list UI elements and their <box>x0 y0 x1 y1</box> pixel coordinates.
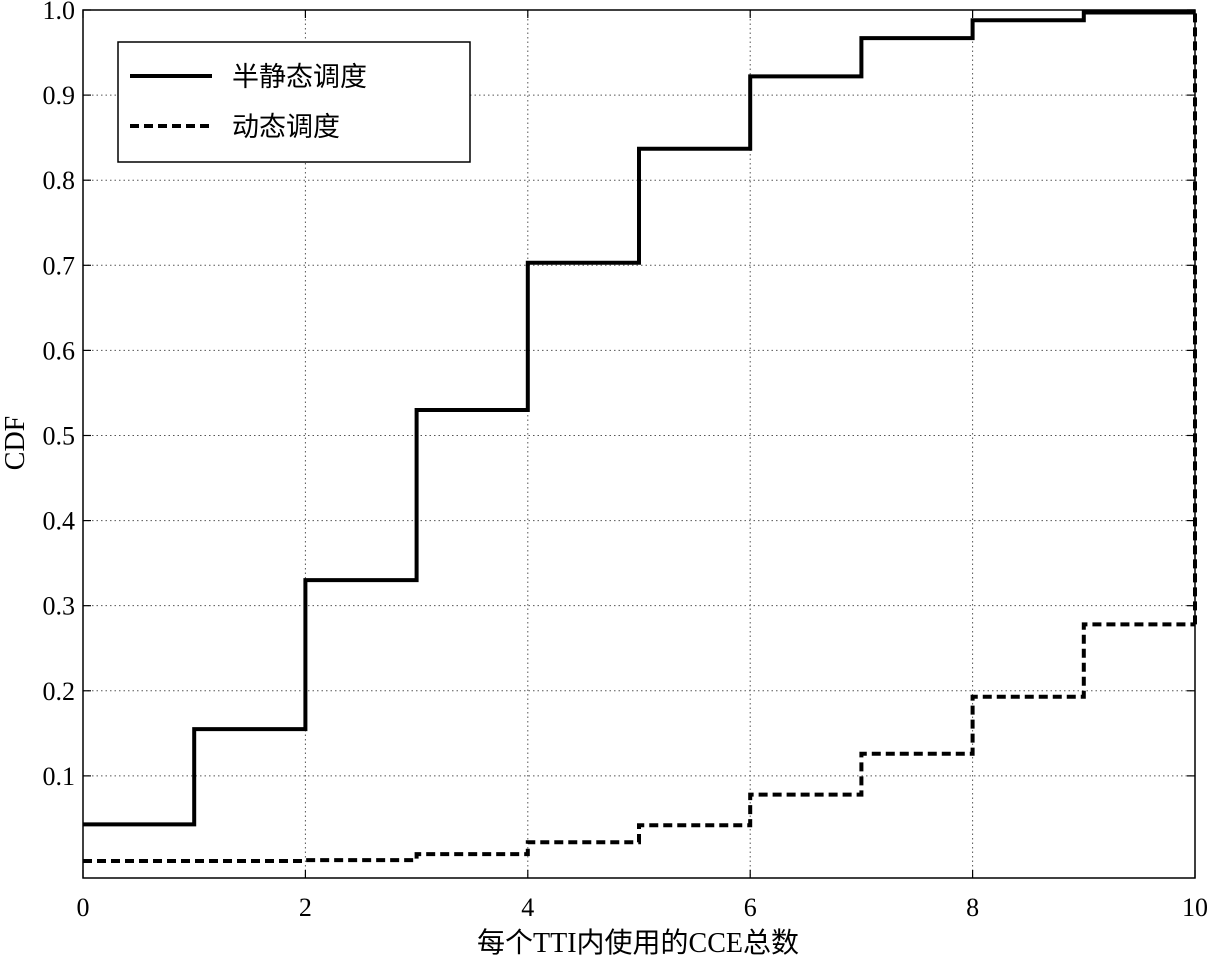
x-tick-label: 10 <box>1182 893 1208 922</box>
x-tick-label: 2 <box>299 893 312 922</box>
y-tick-label: 0.8 <box>43 166 76 195</box>
y-axis-title: CDF <box>0 416 31 470</box>
legend-label-semi-static: 半静态调度 <box>232 62 367 93</box>
legend-label-dynamic: 动态调度 <box>232 112 340 143</box>
y-tick-label: 0.1 <box>43 762 76 791</box>
y-tick-label: 0.3 <box>43 592 76 621</box>
x-axis-title: 每个TTI内使用的CCE总数 <box>477 927 799 958</box>
legend-box <box>117 41 471 163</box>
y-tick-label: 0.6 <box>43 336 76 365</box>
y-tick-label: 0.7 <box>43 251 76 280</box>
series-line-1 <box>83 622 1195 863</box>
y-tick-label: 0.5 <box>43 421 76 450</box>
x-tick-labels: 0 2 4 6 8 10 <box>77 893 1209 922</box>
y-tick-label: 1.0 <box>43 0 76 25</box>
series-line-0 <box>83 10 1195 827</box>
legend: 半静态调度 动态调度 <box>117 41 471 163</box>
y-tick-label: 0.4 <box>43 507 76 536</box>
x-tick-label: 0 <box>77 893 90 922</box>
x-tick-label: 6 <box>744 893 757 922</box>
x-tick-label: 8 <box>966 893 979 922</box>
y-tick-labels: 0.1 0.2 0.3 0.4 0.5 0.6 0.7 0.8 0.9 1.0 <box>43 0 76 791</box>
tick-marks <box>82 9 1196 878</box>
plot-frame <box>82 9 1196 879</box>
y-tick-label: 0.9 <box>43 81 76 110</box>
y-tick-label: 0.2 <box>43 677 76 706</box>
x-tick-label: 4 <box>521 893 534 922</box>
